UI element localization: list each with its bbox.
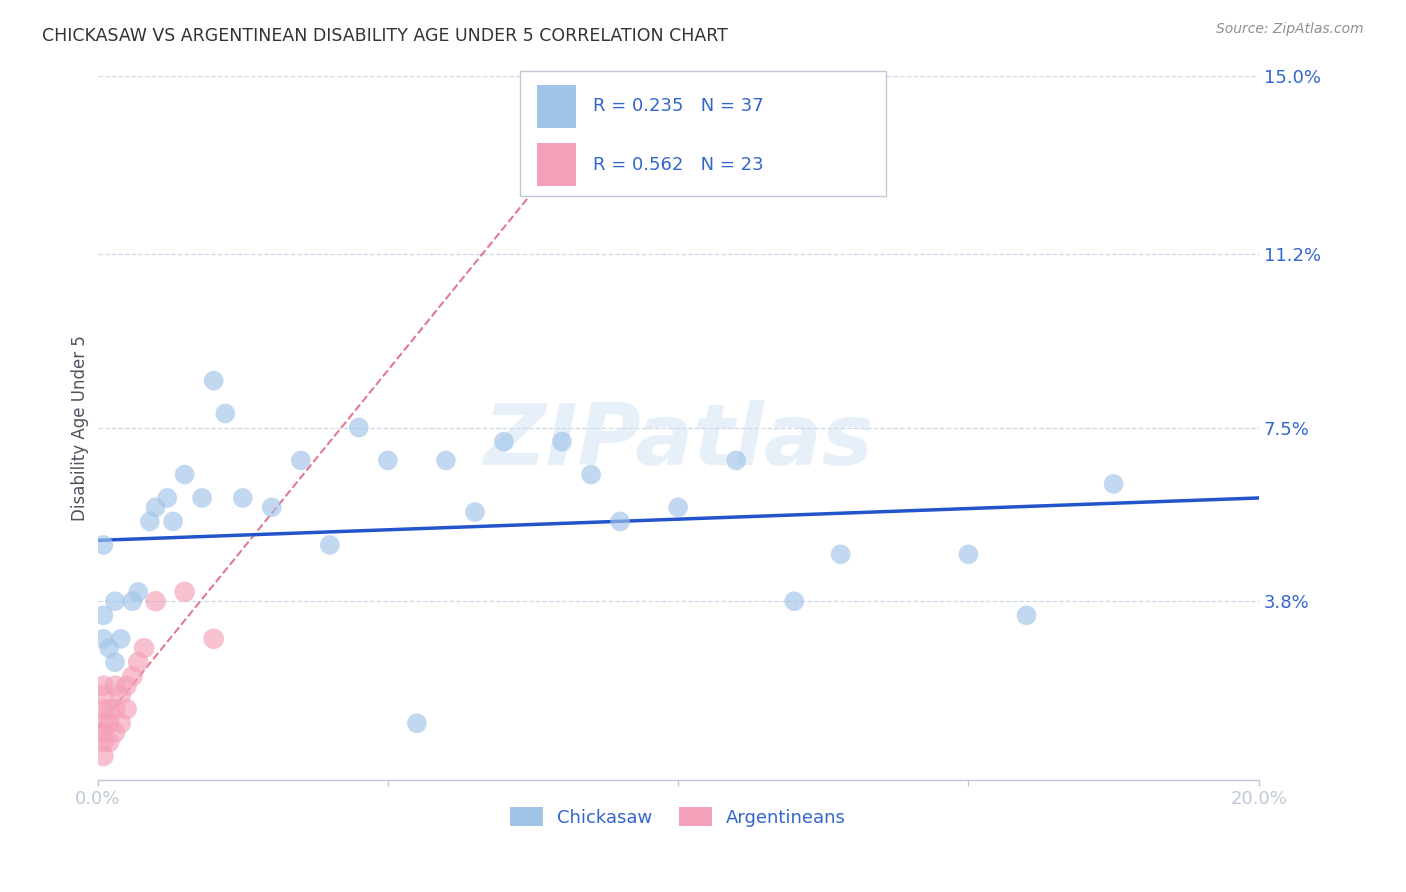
- Point: [202, 632, 225, 646]
- Point: [98, 641, 121, 656]
- Point: [319, 538, 342, 552]
- Point: [104, 702, 127, 716]
- Point: [156, 491, 179, 505]
- Point: [98, 702, 121, 716]
- Point: [406, 716, 429, 731]
- Point: [93, 749, 115, 764]
- Point: [492, 434, 515, 449]
- Point: [93, 716, 115, 731]
- Point: [290, 453, 312, 467]
- Point: [115, 702, 138, 716]
- Point: [162, 515, 184, 529]
- Point: [145, 594, 167, 608]
- Point: [214, 407, 236, 421]
- Point: [115, 679, 138, 693]
- Text: ZIPatlas: ZIPatlas: [484, 401, 873, 483]
- Point: [666, 500, 689, 515]
- Legend: Chickasaw, Argentineans: Chickasaw, Argentineans: [503, 800, 853, 834]
- Point: [93, 538, 115, 552]
- Point: [132, 641, 155, 656]
- Point: [173, 585, 195, 599]
- Point: [104, 725, 127, 739]
- Point: [93, 725, 115, 739]
- Point: [104, 655, 127, 669]
- Point: [434, 453, 457, 467]
- Point: [377, 453, 399, 467]
- Point: [110, 688, 132, 702]
- Point: [110, 632, 132, 646]
- Point: [783, 594, 806, 608]
- Point: [110, 716, 132, 731]
- Point: [232, 491, 254, 505]
- Point: [173, 467, 195, 482]
- Text: R = 0.562   N = 23: R = 0.562 N = 23: [593, 156, 763, 174]
- Point: [121, 594, 143, 608]
- Point: [464, 505, 486, 519]
- Point: [93, 608, 115, 623]
- Y-axis label: Disability Age Under 5: Disability Age Under 5: [72, 334, 89, 521]
- Point: [104, 679, 127, 693]
- Point: [347, 420, 370, 434]
- Point: [127, 655, 149, 669]
- Point: [1102, 476, 1125, 491]
- Point: [93, 632, 115, 646]
- Point: [260, 500, 283, 515]
- Point: [93, 679, 115, 693]
- Point: [104, 594, 127, 608]
- Point: [93, 735, 115, 749]
- Text: Source: ZipAtlas.com: Source: ZipAtlas.com: [1216, 22, 1364, 37]
- Point: [93, 688, 115, 702]
- Point: [98, 735, 121, 749]
- Point: [551, 434, 574, 449]
- Point: [139, 515, 162, 529]
- Point: [830, 547, 852, 561]
- Point: [121, 669, 143, 683]
- Point: [98, 716, 121, 731]
- Text: R = 0.235   N = 37: R = 0.235 N = 37: [593, 97, 763, 115]
- Point: [191, 491, 214, 505]
- Point: [725, 453, 748, 467]
- Point: [127, 585, 149, 599]
- Point: [579, 467, 602, 482]
- Text: CHICKASAW VS ARGENTINEAN DISABILITY AGE UNDER 5 CORRELATION CHART: CHICKASAW VS ARGENTINEAN DISABILITY AGE …: [42, 27, 728, 45]
- Point: [609, 515, 631, 529]
- Point: [202, 374, 225, 388]
- Point: [957, 547, 980, 561]
- Point: [1015, 608, 1038, 623]
- Point: [145, 500, 167, 515]
- Point: [93, 702, 115, 716]
